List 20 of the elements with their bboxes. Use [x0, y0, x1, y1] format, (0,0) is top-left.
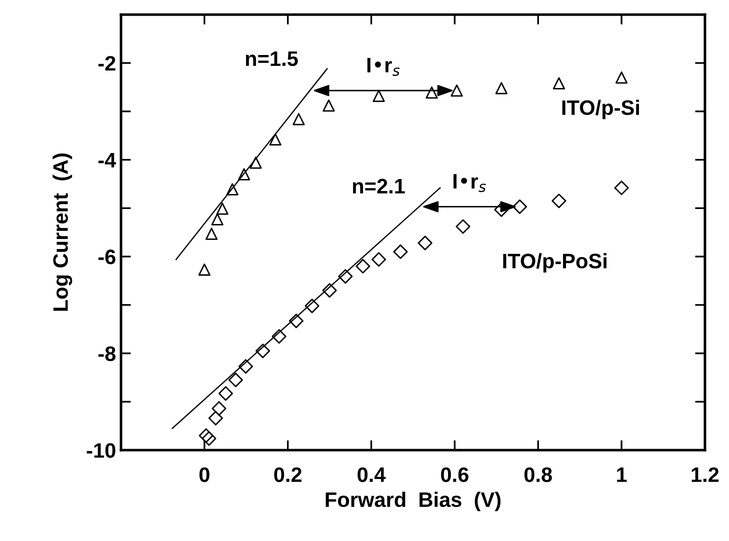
- annotation: n=2.1: [352, 178, 405, 194]
- x-tick-label: 1.2: [692, 467, 719, 482]
- y-tick-label: -6: [98, 250, 116, 264]
- y-tick-label: -10: [86, 443, 116, 458]
- x-tick-label: 0.2: [274, 467, 302, 482]
- annotation: ITO/p-Si: [562, 100, 639, 120]
- x-tick-label: 1: [617, 468, 627, 482]
- x-axis-title: Forward Bias (V): [326, 492, 501, 512]
- x-tick-label: 0: [199, 467, 210, 482]
- x-tick-label: 0.4: [358, 467, 386, 482]
- x-tick-label: 0.8: [524, 467, 552, 482]
- annotation: I•r$_{s}$: [367, 58, 400, 76]
- y-tick-label: -4: [98, 152, 116, 168]
- annotation: ITO/p-PoSi: [503, 253, 606, 273]
- y-axis-title: Log Current (A): [52, 154, 72, 311]
- y-tick-label: -2: [98, 56, 116, 71]
- x-tick-label: 0.6: [441, 467, 468, 482]
- annotation: I•r$_{s}$: [454, 174, 486, 192]
- annotation: n=1.5: [246, 52, 298, 66]
- y-tick-label: -8: [98, 346, 116, 362]
